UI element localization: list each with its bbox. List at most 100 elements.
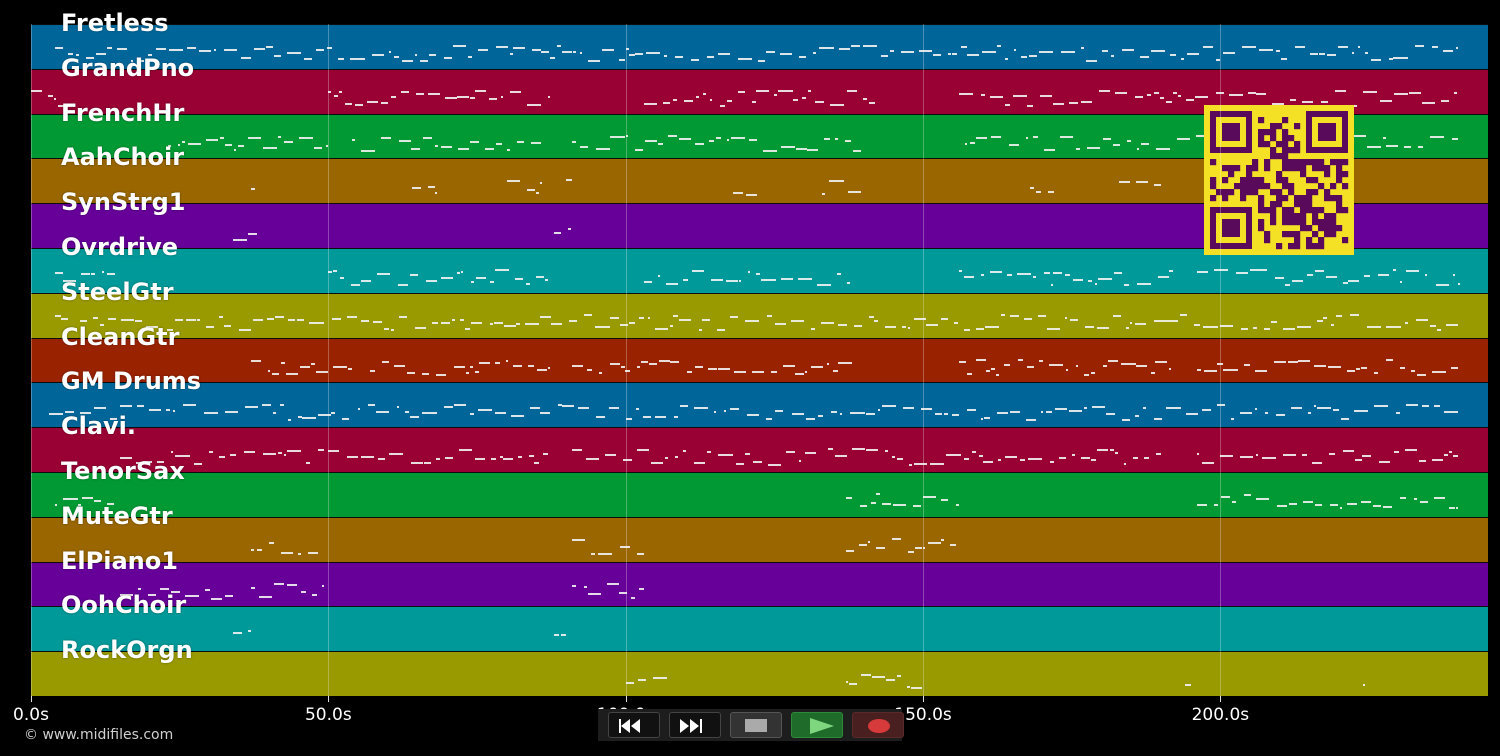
- midi-note: [862, 45, 877, 48]
- midi-note: [1337, 46, 1349, 49]
- midi-note: [1386, 145, 1398, 148]
- midi-note: [1405, 270, 1419, 273]
- midi-note: [425, 279, 437, 282]
- midi-note: [1362, 90, 1378, 93]
- midi-note: [1044, 149, 1056, 152]
- midi-note: [347, 368, 353, 371]
- midi-note: [693, 462, 705, 465]
- midi-note: [536, 192, 540, 195]
- midi-note: [673, 314, 679, 317]
- midi-note: [167, 145, 172, 148]
- midi-note: [1180, 57, 1185, 60]
- midi-note: [866, 413, 875, 416]
- midi-note: [744, 452, 750, 455]
- midi-note: [1196, 270, 1209, 273]
- midi-note: [1004, 363, 1010, 366]
- midi-note: [372, 53, 384, 56]
- stop-button[interactable]: [730, 712, 782, 738]
- midi-note: [691, 270, 704, 273]
- midi-note: [686, 371, 693, 374]
- midi-note: [435, 457, 440, 460]
- midi-note: [599, 372, 603, 375]
- midi-note: [503, 458, 513, 461]
- midi-note: [457, 271, 460, 274]
- midi-note: [1256, 92, 1267, 95]
- midi-note: [1393, 93, 1408, 96]
- midi-note: [444, 456, 454, 459]
- midi-note: [881, 502, 891, 505]
- midi-note: [539, 411, 550, 414]
- midi-note: [1069, 102, 1079, 105]
- midi-note: [665, 282, 679, 285]
- midi-note: [1356, 368, 1361, 371]
- midi-note: [1020, 56, 1028, 59]
- midi-note: [1168, 270, 1173, 273]
- midi-note: [984, 416, 990, 419]
- midi-note: [629, 321, 635, 324]
- play-button[interactable]: [791, 712, 843, 738]
- midi-note: [254, 48, 265, 51]
- midi-note: [1290, 407, 1303, 410]
- midi-note: [1202, 461, 1214, 464]
- midi-note: [1122, 418, 1131, 421]
- midi-note: [1047, 328, 1060, 331]
- midi-note: [1040, 95, 1052, 98]
- midi-note: [1110, 449, 1115, 452]
- midi-note: [1075, 364, 1078, 367]
- midi-note: [1441, 100, 1450, 103]
- midi-note: [826, 363, 829, 366]
- midi-note: [781, 277, 793, 280]
- midi-note: [670, 360, 679, 363]
- midi-note: [1025, 136, 1029, 139]
- midi-note: [333, 365, 347, 368]
- midi-note: [441, 276, 454, 279]
- midi-note: [1455, 47, 1459, 50]
- midi-note: [955, 504, 959, 507]
- record-button[interactable]: [852, 712, 904, 738]
- midi-note: [369, 369, 376, 372]
- midi-note: [820, 321, 834, 324]
- midi-note: [1059, 135, 1073, 138]
- midi-note: [909, 463, 912, 466]
- midi-note: [554, 633, 559, 636]
- midi-note: [1301, 453, 1308, 456]
- midi-note: [830, 103, 845, 106]
- track-fretless: Fretless: [31, 9, 1488, 69]
- midi-note: [313, 147, 323, 150]
- midi-note: [155, 47, 167, 50]
- midi-note: [532, 49, 541, 52]
- midi-note: [251, 548, 255, 551]
- midi-note: [58, 104, 67, 107]
- fast-forward-button[interactable]: [669, 712, 721, 738]
- midi-note: [1135, 95, 1144, 98]
- rewind-button[interactable]: [608, 712, 660, 738]
- midi-note: [586, 369, 593, 372]
- midi-note: [422, 136, 433, 139]
- midi-note: [586, 457, 600, 460]
- grid-line: [625, 24, 627, 696]
- midi-note: [621, 365, 625, 368]
- midi-note: [745, 194, 757, 197]
- midi-note: [1433, 496, 1446, 499]
- midi-note: [1285, 283, 1291, 286]
- midi-note: [1444, 454, 1449, 457]
- midi-note: [1001, 314, 1006, 317]
- midi-note: [308, 551, 319, 554]
- midi-note: [623, 459, 632, 462]
- midi-note: [345, 102, 353, 105]
- midi-note: [317, 449, 324, 452]
- midi-note: [397, 284, 409, 287]
- midi-note: [1341, 418, 1349, 421]
- midi-note: [1328, 366, 1341, 369]
- midi-note: [1097, 277, 1113, 280]
- midi-note: [315, 371, 328, 374]
- midi-note: [1217, 363, 1223, 366]
- midi-note: [460, 270, 464, 273]
- midi-note: [737, 57, 753, 60]
- midi-note: [770, 371, 777, 374]
- midi-note: [794, 372, 804, 375]
- midi-note: [1232, 500, 1237, 503]
- midi-note: [852, 448, 866, 451]
- midi-note: [1254, 369, 1267, 372]
- midi-note: [679, 318, 692, 321]
